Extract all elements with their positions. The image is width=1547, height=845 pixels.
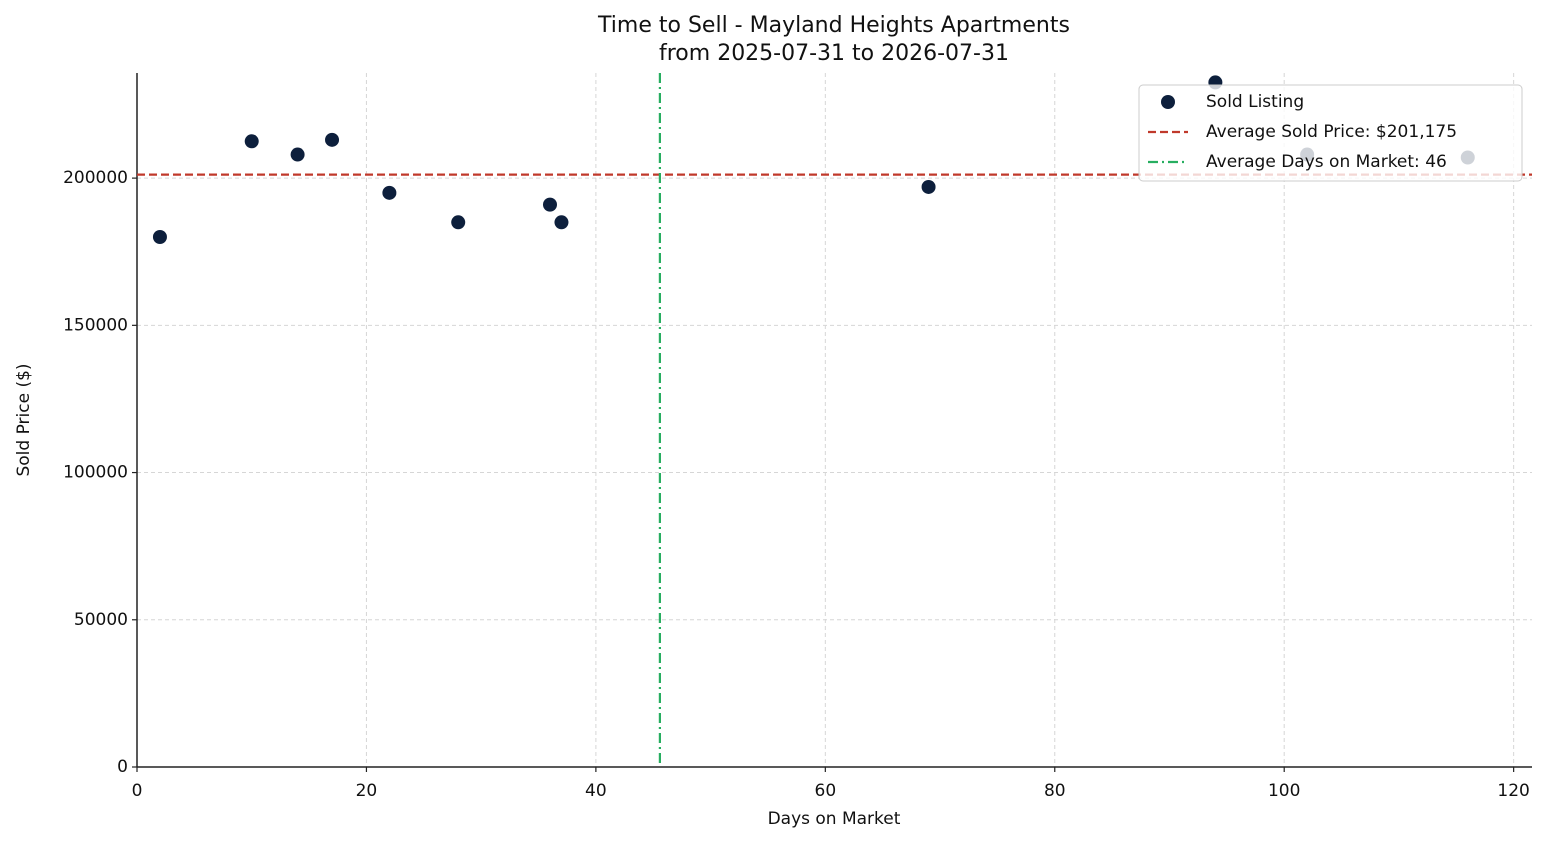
x-tick-label: 20 bbox=[356, 781, 378, 801]
x-tick-label: 40 bbox=[585, 781, 607, 801]
y-tick-label: 150000 bbox=[63, 315, 128, 335]
y-tick-label: 100000 bbox=[63, 463, 128, 483]
data-point bbox=[921, 179, 936, 194]
legend-box bbox=[1138, 84, 1523, 182]
data-point bbox=[542, 197, 557, 212]
legend-label: Sold Listing bbox=[1206, 92, 1304, 112]
y-tick-label: 50000 bbox=[74, 610, 128, 630]
data-point bbox=[451, 215, 466, 230]
legend-marker bbox=[1161, 95, 1175, 109]
data-point bbox=[554, 215, 569, 230]
x-tick-label: 100 bbox=[1268, 781, 1300, 801]
x-tick-label: 80 bbox=[1044, 781, 1066, 801]
x-tick-label: 120 bbox=[1497, 781, 1529, 801]
x-tick-label: 60 bbox=[815, 781, 837, 801]
x-axis-label: Days on Market bbox=[768, 809, 901, 829]
data-point bbox=[290, 147, 305, 162]
y-axis-label: Sold Price ($) bbox=[14, 363, 34, 476]
data-point bbox=[382, 185, 397, 200]
legend-label: Average Sold Price: $201,175 bbox=[1206, 122, 1457, 142]
data-point bbox=[325, 132, 340, 147]
data-point bbox=[152, 230, 167, 245]
legend: Sold Listing Average Sold Price: $201,175… bbox=[1138, 84, 1523, 182]
y-tick-label: 200000 bbox=[63, 168, 128, 188]
data-point bbox=[244, 134, 259, 149]
x-tick-label: 0 bbox=[132, 781, 143, 801]
legend-label: Average Days on Market: 46 bbox=[1206, 152, 1447, 172]
chart-title: Time to Sell - Mayland Heights Apartment… bbox=[597, 13, 1070, 38]
chart-subtitle: from 2025-07-31 to 2026-07-31 bbox=[659, 41, 1009, 66]
y-tick-label: 0 bbox=[117, 757, 128, 777]
